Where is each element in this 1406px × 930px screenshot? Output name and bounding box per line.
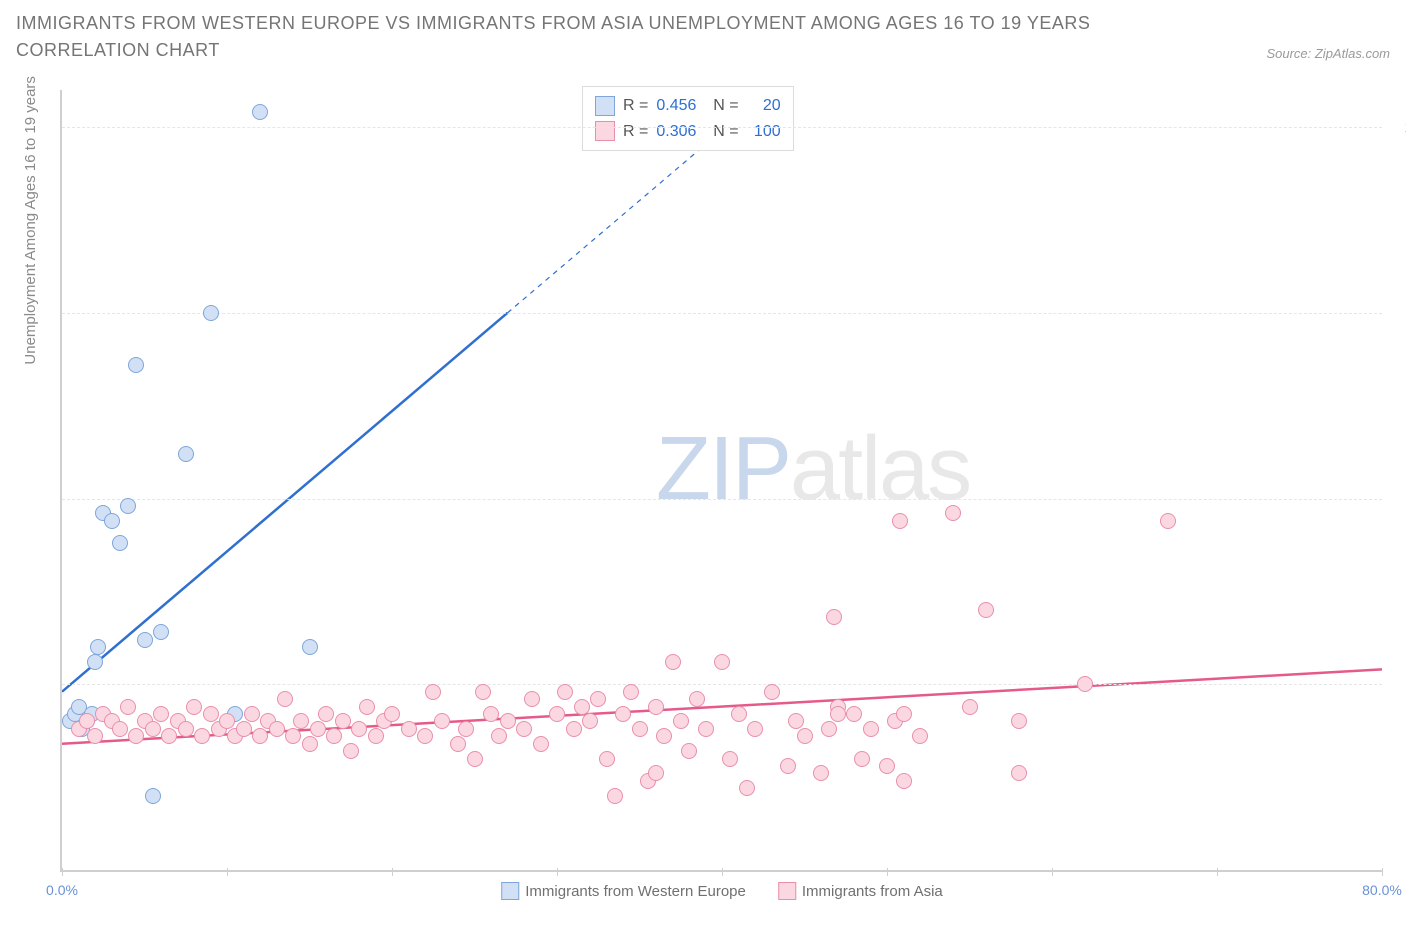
stats-row: R = 0.456 N = 20 — [595, 93, 781, 119]
data-point — [120, 699, 136, 715]
x-tick-mark — [557, 868, 558, 876]
data-point — [623, 684, 639, 700]
data-point — [128, 357, 144, 373]
data-point — [475, 684, 491, 700]
data-point — [854, 751, 870, 767]
data-point — [1160, 513, 1176, 529]
data-point — [145, 721, 161, 737]
data-point — [978, 602, 994, 618]
data-point — [483, 706, 499, 722]
data-point — [236, 721, 252, 737]
data-point — [112, 721, 128, 737]
chart-title: IMMIGRANTS FROM WESTERN EUROPE VS IMMIGR… — [16, 10, 1116, 64]
gridline — [62, 684, 1382, 685]
data-point — [302, 736, 318, 752]
x-tick-label: 80.0% — [1362, 882, 1402, 898]
data-point — [731, 706, 747, 722]
data-point — [425, 684, 441, 700]
data-point — [335, 713, 351, 729]
data-point — [178, 721, 194, 737]
data-point — [615, 706, 631, 722]
data-point — [747, 721, 763, 737]
data-point — [244, 706, 260, 722]
data-point — [120, 498, 136, 514]
x-tick-mark — [1382, 868, 1383, 876]
scatter-plot: ZIPatlas Unemployment Among Ages 16 to 1… — [60, 90, 1382, 872]
data-point — [846, 706, 862, 722]
gridline — [62, 313, 1382, 314]
x-tick-mark — [887, 868, 888, 876]
data-point — [434, 713, 450, 729]
data-point — [599, 751, 615, 767]
data-point — [203, 706, 219, 722]
data-point — [566, 721, 582, 737]
data-point — [302, 639, 318, 655]
data-point — [351, 721, 367, 737]
data-point — [722, 751, 738, 767]
x-tick-mark — [1217, 868, 1218, 876]
data-point — [830, 706, 846, 722]
data-point — [310, 721, 326, 737]
legend-item: Immigrants from Western Europe — [501, 882, 746, 900]
data-point — [698, 721, 714, 737]
y-axis-label: Unemployment Among Ages 16 to 19 years — [22, 76, 39, 365]
data-point — [277, 691, 293, 707]
data-point — [178, 446, 194, 462]
data-point — [467, 751, 483, 767]
data-point — [896, 706, 912, 722]
data-point — [574, 699, 590, 715]
data-point — [648, 699, 664, 715]
x-tick-label: 0.0% — [46, 882, 78, 898]
data-point — [714, 654, 730, 670]
data-point — [896, 773, 912, 789]
data-point — [104, 513, 120, 529]
data-point — [343, 743, 359, 759]
data-point — [401, 721, 417, 737]
x-tick-mark — [1052, 868, 1053, 876]
data-point — [269, 721, 285, 737]
data-point — [665, 654, 681, 670]
x-tick-mark — [62, 868, 63, 876]
data-point — [450, 736, 466, 752]
series-legend: Immigrants from Western Europe Immigrants… — [501, 882, 943, 900]
data-point — [516, 721, 532, 737]
data-point — [557, 684, 573, 700]
data-point — [533, 736, 549, 752]
data-point — [318, 706, 334, 722]
data-point — [137, 632, 153, 648]
data-point — [780, 758, 796, 774]
x-tick-mark — [392, 868, 393, 876]
trend-lines-layer — [62, 90, 1382, 870]
data-point — [797, 728, 813, 744]
stats-row: R = 0.306 N = 100 — [595, 119, 781, 145]
data-point — [549, 706, 565, 722]
data-point — [879, 758, 895, 774]
data-point — [203, 305, 219, 321]
legend-item: Immigrants from Asia — [778, 882, 943, 900]
data-point — [892, 513, 908, 529]
data-point — [145, 788, 161, 804]
data-point — [359, 699, 375, 715]
gridline — [62, 499, 1382, 500]
data-point — [500, 713, 516, 729]
data-point — [821, 721, 837, 737]
data-point — [153, 706, 169, 722]
data-point — [112, 535, 128, 551]
data-point — [87, 654, 103, 670]
data-point — [458, 721, 474, 737]
data-point — [739, 780, 755, 796]
data-point — [632, 721, 648, 737]
stats-legend: R = 0.456 N = 20R = 0.306 N = 100 — [582, 86, 794, 151]
data-point — [607, 788, 623, 804]
data-point — [186, 699, 202, 715]
gridline — [62, 127, 1382, 128]
data-point — [863, 721, 879, 737]
data-point — [368, 728, 384, 744]
data-point — [384, 706, 400, 722]
data-point — [764, 684, 780, 700]
x-tick-mark — [227, 868, 228, 876]
source-attribution: Source: ZipAtlas.com — [1266, 46, 1390, 61]
data-point — [962, 699, 978, 715]
x-tick-mark — [722, 868, 723, 876]
